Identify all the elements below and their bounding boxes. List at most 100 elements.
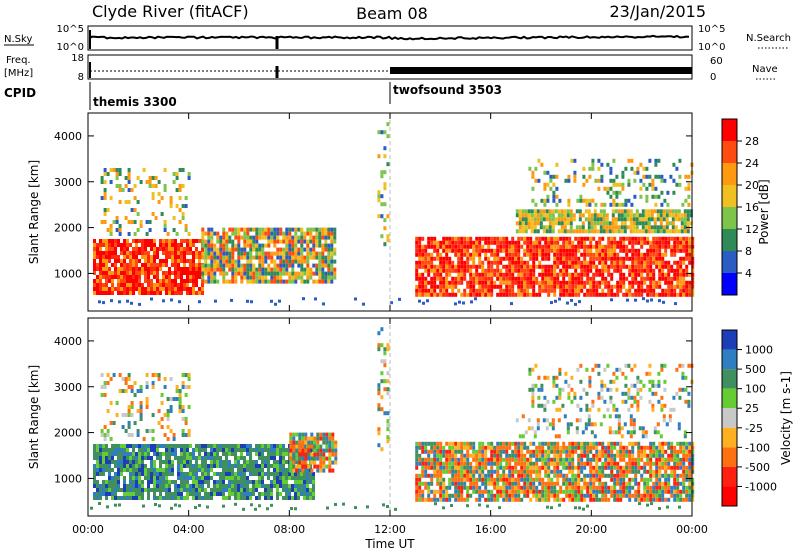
- heatmap-cell: [240, 492, 243, 496]
- heatmap-cell: [246, 460, 249, 464]
- heatmap-cell: [129, 267, 132, 271]
- heatmap-cell: [102, 444, 105, 448]
- heatmap-cell: [99, 267, 102, 271]
- heatmap-cell: [322, 436, 326, 441]
- heatmap-cell: [562, 236, 566, 241]
- heatmap-cell: [93, 456, 96, 460]
- heatmap-cell: [175, 232, 179, 236]
- heatmap-cell: [652, 240, 656, 245]
- heatmap-cell: [529, 248, 533, 253]
- heatmap-cell: [672, 190, 676, 195]
- heatmap-cell: [496, 489, 500, 494]
- heatmap-cell: [622, 493, 626, 498]
- heatmap-cell: [222, 452, 225, 456]
- heatmap-cell: [114, 472, 117, 476]
- heatmap-cell: [610, 244, 614, 249]
- heatmap-cell: [642, 166, 646, 171]
- heatmap-cell: [454, 240, 458, 245]
- heatmap-cell: [114, 267, 117, 271]
- heatmap-cell: [162, 472, 165, 476]
- heatmap-cell: [604, 256, 608, 261]
- heatmap-cell: [264, 464, 267, 468]
- heatmap-cell: [556, 457, 560, 462]
- heatmap-cell: [114, 287, 117, 291]
- heatmap-cell: [517, 244, 521, 249]
- heatmap-cell: [132, 456, 135, 460]
- heatmap-cell: [647, 217, 651, 222]
- heatmap-cell: [601, 268, 605, 273]
- heatmap-cell: [126, 263, 129, 267]
- heatmap-cell: [553, 457, 557, 462]
- heatmap-cell: [427, 457, 431, 462]
- heatmap-cell: [567, 178, 571, 183]
- heatmap-cell: [575, 209, 579, 214]
- heatmap-cell: [120, 448, 123, 452]
- heatmap-cell: [649, 268, 653, 273]
- heatmap-cell: [535, 445, 539, 450]
- heatmap-cell: [499, 473, 503, 478]
- heatmap-cell: [609, 178, 613, 183]
- heatmap-cell: [183, 444, 186, 448]
- heatmap-cell: [138, 468, 141, 472]
- heatmap-cell: [542, 217, 546, 222]
- heatmap-cell: [132, 271, 135, 275]
- heatmap-cell: [204, 247, 208, 252]
- heatmap-cell: [611, 217, 615, 222]
- heatmap-cell: [237, 492, 240, 496]
- heatmap-cell: [571, 248, 575, 253]
- heatmap-cell: [243, 456, 246, 460]
- heatmap-cell: [377, 431, 381, 436]
- heatmap-cell: [523, 453, 527, 458]
- heatmap-cell: [436, 252, 440, 257]
- heatmap-cell: [276, 492, 279, 496]
- heatmap-cell: [526, 288, 530, 293]
- heatmap-cell: [673, 252, 677, 257]
- heatmap-cell: [178, 208, 182, 212]
- heatmap-cell: [291, 235, 295, 240]
- heatmap-cell: [415, 445, 419, 450]
- heatmap-cell: [383, 226, 387, 231]
- heatmap-cell: [210, 464, 213, 468]
- heatmap-cell: [622, 248, 626, 253]
- heatmap-cell: [264, 456, 267, 460]
- heatmap-cell: [180, 291, 183, 295]
- heatmap-cell: [583, 280, 587, 285]
- heatmap-cell: [304, 460, 308, 465]
- heatmap-cell: [619, 497, 623, 502]
- heatmap-cell: [324, 231, 328, 236]
- heatmap-cell: [535, 280, 539, 285]
- heatmap-cell: [171, 492, 174, 496]
- heatmap-cell: [502, 477, 506, 482]
- heatmap-cell: [249, 464, 252, 468]
- heatmap-cell: [510, 302, 513, 306]
- heatmap-cell: [559, 244, 563, 249]
- heatmap-cell: [264, 496, 267, 500]
- heatmap-cell: [529, 457, 533, 462]
- heatmap-cell: [532, 481, 536, 486]
- heatmap-cell: [177, 496, 180, 500]
- heatmap-cell: [180, 287, 183, 291]
- heatmap-cell: [469, 473, 473, 478]
- heatmap-cell: [302, 297, 305, 301]
- heatmap-cell: [264, 484, 267, 488]
- heatmap-cell: [178, 300, 181, 304]
- heatmap-cell: [117, 255, 120, 259]
- heatmap-cell: [327, 267, 331, 272]
- heatmap-cell: [103, 196, 107, 200]
- heatmap-cell: [148, 176, 152, 180]
- heatmap-cell: [168, 488, 171, 492]
- heatmap-cell: [628, 240, 632, 245]
- heatmap-cell: [460, 493, 464, 498]
- heatmap-cell: [442, 248, 446, 253]
- heatmap-cell: [549, 186, 553, 191]
- heatmap-cell: [327, 227, 331, 232]
- heatmap-cell: [551, 217, 555, 222]
- heatmap-cell: [129, 480, 132, 484]
- heatmap-cell: [189, 460, 192, 464]
- heatmap-cell: [508, 240, 512, 245]
- heatmap-cell: [496, 465, 500, 470]
- heatmap-cell: [619, 244, 623, 249]
- heatmap-cell: [153, 444, 156, 448]
- heatmap-cell: [430, 449, 434, 454]
- heatmap-cell: [321, 243, 325, 248]
